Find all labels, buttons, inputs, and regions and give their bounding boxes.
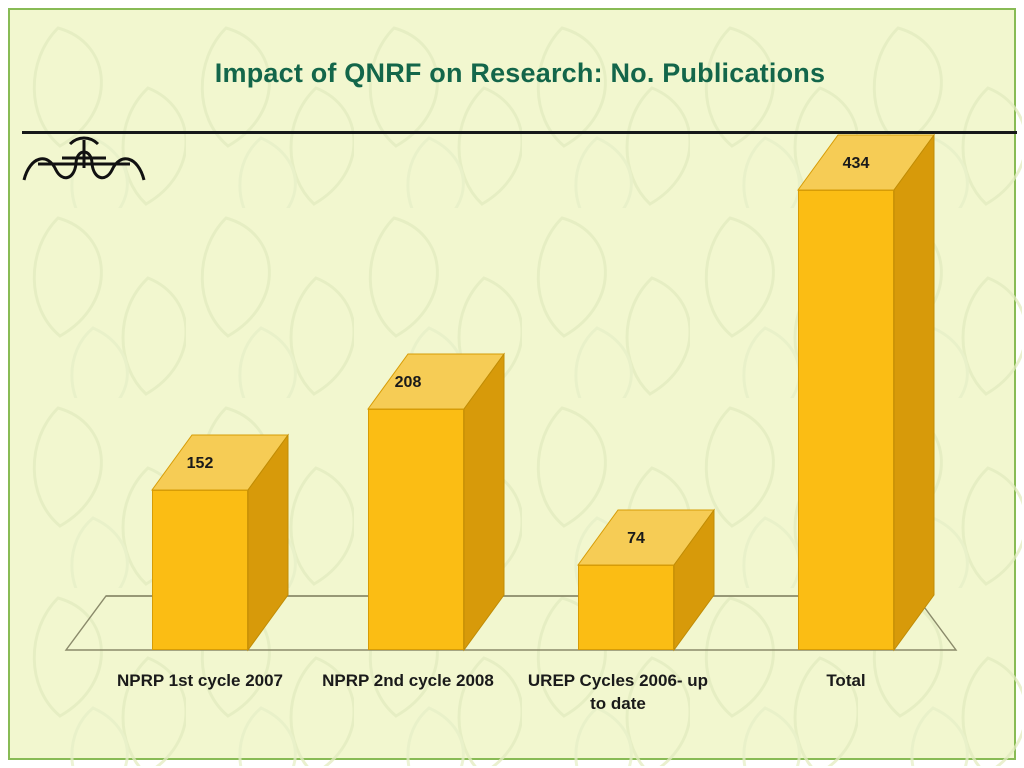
bar-front-face — [152, 490, 248, 650]
bar-value-label: 208 — [394, 374, 422, 391]
bar-value-label: 152 — [186, 455, 214, 472]
bar-total — [797, 133, 935, 652]
bar-front-face — [368, 409, 464, 650]
bar-value-label: 74 — [627, 530, 645, 547]
category-label-total: Total — [826, 671, 866, 690]
bar-urep-cycles-2006 — [577, 508, 715, 652]
bar-front-face — [798, 190, 894, 650]
bar-nprp-2nd-cycle-2008 — [367, 352, 505, 652]
title-divider — [22, 131, 1017, 134]
bar-3d-faces — [367, 352, 505, 652]
chart-plot-area: 152 208 74 434 — [8, 133, 1024, 713]
bar-3d-faces — [577, 508, 715, 652]
category-label-nprp-1st: NPRP 1st cycle 2007 — [116, 671, 284, 690]
bar-3d-faces — [797, 133, 935, 652]
category-label-urep: UREP Cycles 2006- up to date — [527, 671, 709, 713]
bar-nprp-1st-cycle-2007 — [151, 433, 289, 652]
bar-3d-faces — [151, 433, 289, 652]
bar-value-label: 434 — [842, 155, 870, 172]
page-title: Impact of QNRF on Research: No. Publicat… — [214, 58, 826, 88]
category-label-nprp-2nd: NPRP 2nd cycle 2008 — [322, 671, 494, 690]
ornament-icon — [22, 136, 146, 181]
